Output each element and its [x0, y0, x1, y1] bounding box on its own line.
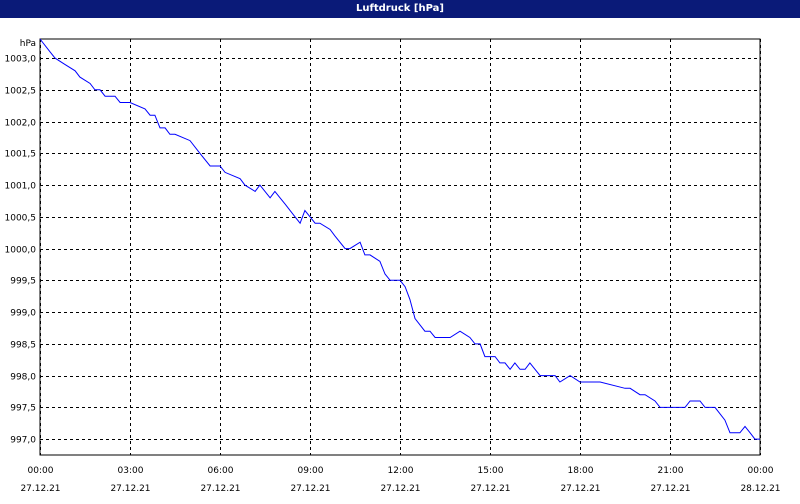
y-axis-labels: 1003,0 1002,5 1002,0 1001,5 1001,0 1000,5 1000…	[5, 39, 37, 446]
y-tick-label: 999,5	[10, 277, 36, 287]
y-tick-label: 999,0	[10, 309, 36, 319]
y-tick-label: 1001,5	[5, 150, 37, 160]
x-tick-time-label: 06:00	[208, 466, 234, 476]
x-tick-date-label: 27.12.21	[380, 484, 420, 494]
grid-lines	[40, 39, 761, 455]
x-tick-time-label: 21:00	[658, 466, 684, 476]
x-tick-date-label: 27.12.21	[650, 484, 690, 494]
x-tick-date-label: 27.12.21	[20, 484, 60, 494]
y-tick-label: 998,5	[10, 341, 36, 351]
x-tick-time-label: 03:00	[118, 466, 144, 476]
x-tick-time-label: 18:00	[568, 466, 594, 476]
y-tick-label: 1002,5	[5, 87, 37, 97]
x-axis-labels: 00:00 27.12.21 03:00 27.12.21 06:00 27.12.21 0…	[20, 466, 780, 494]
y-tick-label: 1002,0	[5, 119, 37, 129]
x-tick-time-label: 12:00	[388, 466, 414, 476]
series-layer	[39, 38, 760, 440]
x-tick-time-label: 09:00	[298, 466, 324, 476]
y-tick-label: 1000,0	[5, 246, 37, 256]
plot-frame	[39, 38, 761, 456]
x-tick-time-label: 15:00	[478, 466, 504, 476]
chart-area: 1003,0 1002,5 1002,0 1001,5 1001,0 1000,5 1000…	[0, 18, 800, 500]
x-tick-date-label: 27.12.21	[470, 484, 510, 494]
y-tick-label: 997,0	[10, 436, 36, 446]
x-tick-date-label: 27.12.21	[560, 484, 600, 494]
y-tick-label: 998,0	[10, 373, 36, 383]
x-tick-date-label: 27.12.21	[200, 484, 240, 494]
y-axis-unit-label: hPa	[20, 39, 36, 49]
chart-title: Luftdruck [hPa]	[0, 0, 800, 18]
x-tick-date-label: 28.12.21	[740, 484, 780, 494]
x-tick-time-label: 00:00	[748, 466, 774, 476]
y-tick-label: 1001,0	[5, 182, 37, 192]
y-tick-label: 1003,0	[5, 55, 37, 65]
x-tick-date-label: 27.12.21	[110, 484, 150, 494]
pressure-series-line	[39, 38, 760, 440]
y-tick-label: 1000,5	[5, 214, 37, 224]
y-tick-label: 997,5	[10, 404, 36, 414]
x-tick-time-label: 00:00	[28, 466, 54, 476]
x-tick-date-label: 27.12.21	[290, 484, 330, 494]
pressure-line-chart: 1003,0 1002,5 1002,0 1001,5 1001,0 1000,5 1000…	[5, 38, 781, 494]
